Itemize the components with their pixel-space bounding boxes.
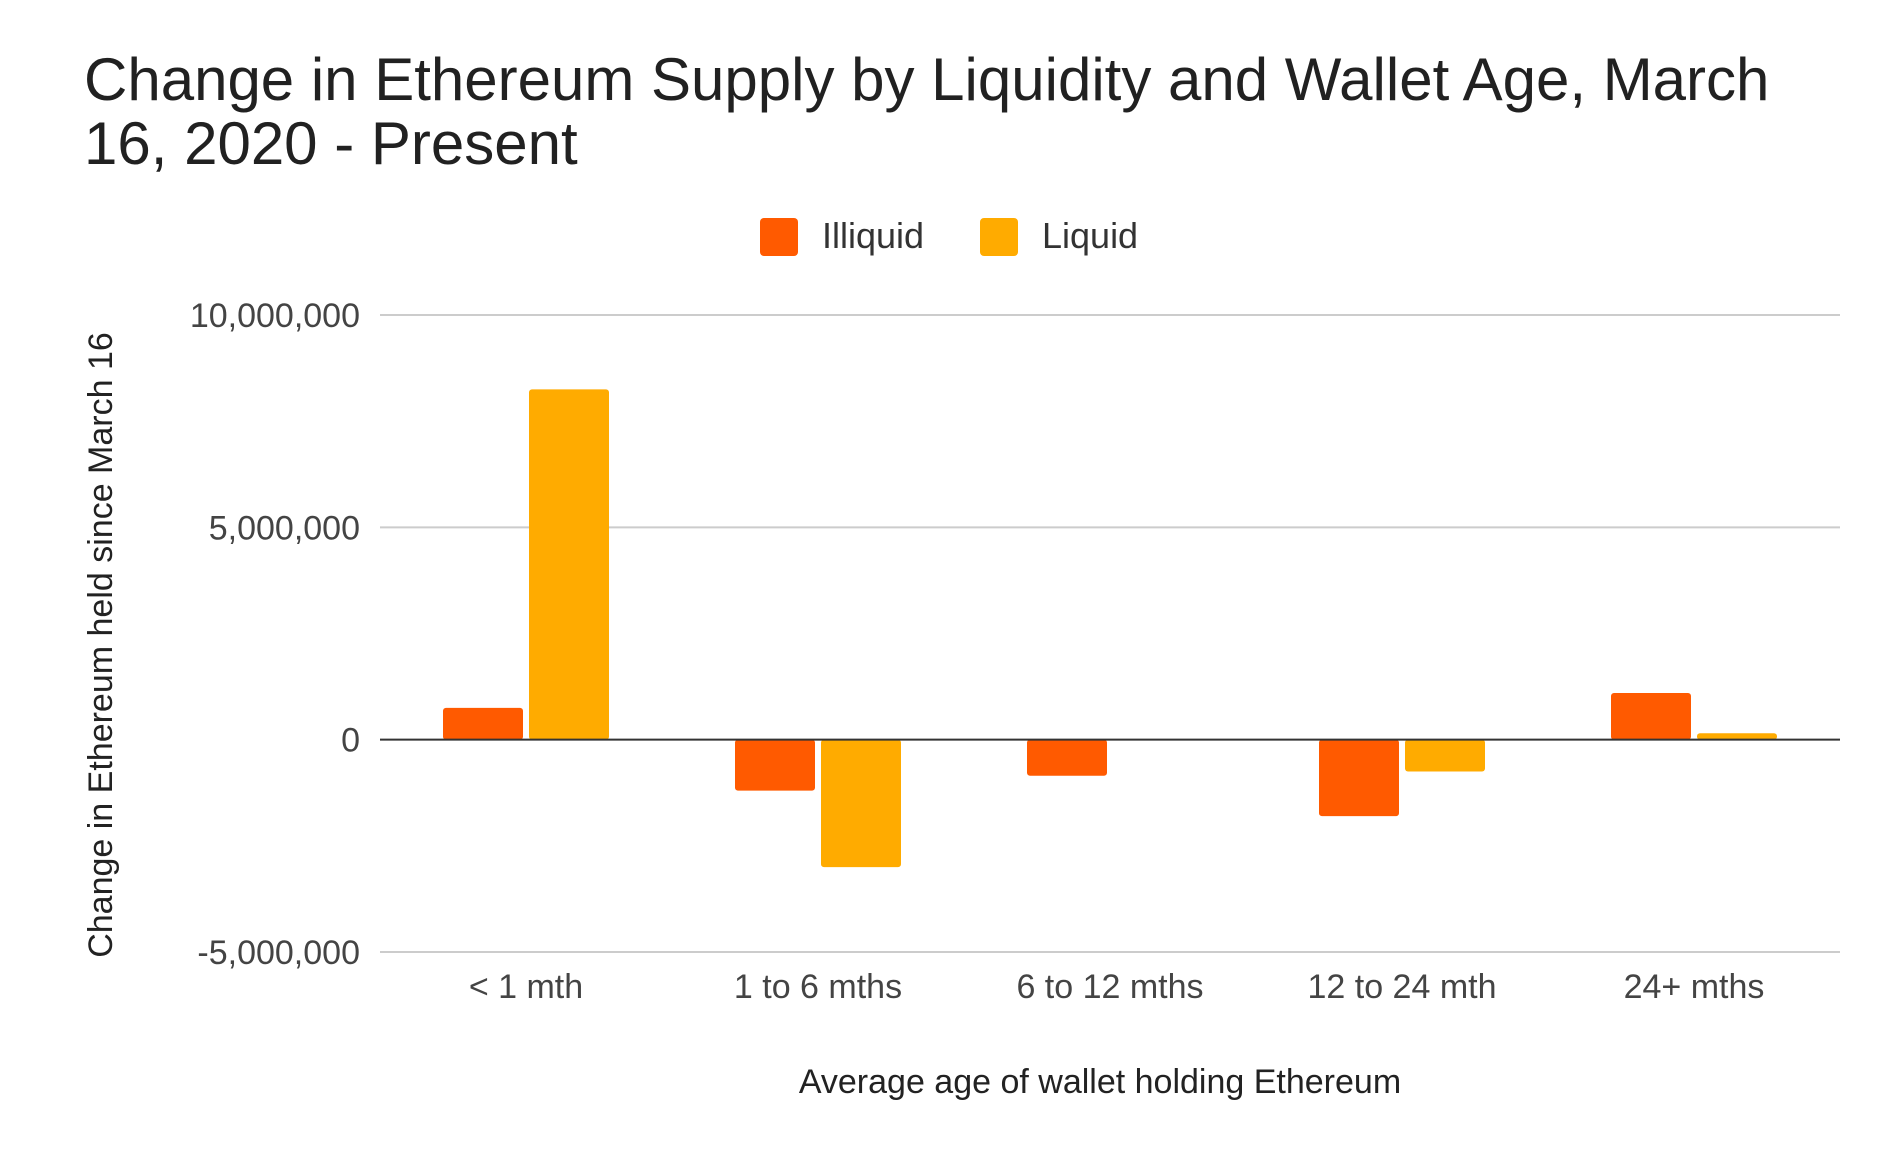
- bar-liquid: [529, 389, 609, 740]
- gridlines: [380, 314, 1840, 953]
- x-axis-title: Average age of wallet holding Ethereum: [799, 1063, 1401, 1101]
- bar-illiquid: [443, 707, 523, 740]
- bars: [443, 389, 1777, 868]
- bar-liquid: [1405, 739, 1485, 772]
- y-tick-label: 10,000,000: [190, 297, 360, 335]
- y-tick-label: -5,000,000: [197, 934, 360, 972]
- bar-liquid: [1697, 733, 1777, 740]
- bar-liquid: [821, 739, 901, 868]
- y-axis-ticks: 10,000,000 5,000,000 0 -5,000,000: [190, 297, 360, 972]
- bar-illiquid: [1319, 739, 1399, 817]
- x-tick-label: < 1 mth: [469, 968, 583, 1006]
- x-tick-label: 1 to 6 mths: [734, 968, 902, 1006]
- bar-illiquid: [1611, 692, 1691, 740]
- y-tick-label: 0: [341, 722, 360, 760]
- y-tick-label: 5,000,000: [209, 509, 360, 547]
- x-tick-label: 12 to 24 mth: [1307, 968, 1496, 1006]
- x-tick-label: 6 to 12 mths: [1016, 968, 1203, 1006]
- bar-illiquid: [1027, 739, 1107, 776]
- legend-swatch-liquid: [980, 218, 1018, 256]
- chart-title: Change in Ethereum Supply by Liquidity a…: [84, 46, 1787, 177]
- legend-label-illiquid: Illiquid: [822, 215, 924, 256]
- bar-illiquid: [735, 739, 815, 791]
- legend: Illiquid Liquid: [760, 215, 1138, 256]
- legend-swatch-illiquid: [760, 218, 798, 256]
- y-axis-title: Change in Ethereum held since March 16: [82, 332, 120, 958]
- x-tick-label: 24+ mths: [1624, 968, 1765, 1006]
- x-axis-ticks: < 1 mth 1 to 6 mths 6 to 12 mths 12 to 24 m…: [469, 968, 1765, 1006]
- legend-label-liquid: Liquid: [1042, 215, 1138, 256]
